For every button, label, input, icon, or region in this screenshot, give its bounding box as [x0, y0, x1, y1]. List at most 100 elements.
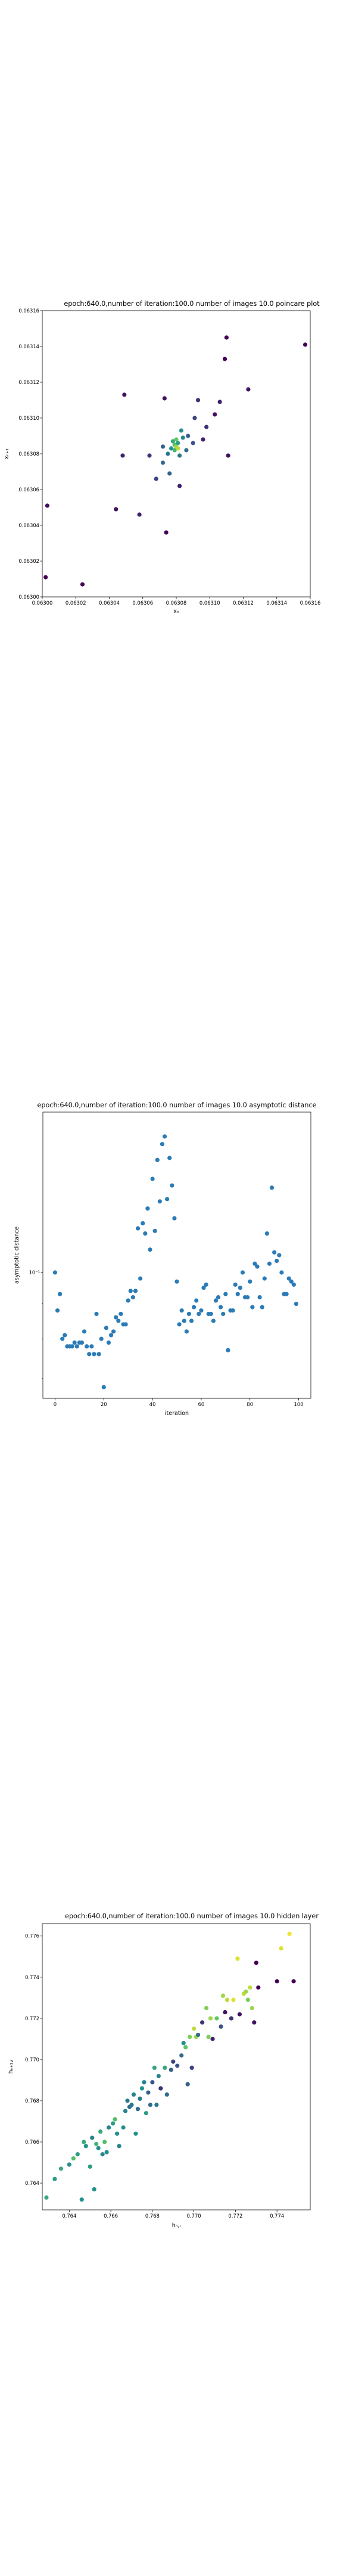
poincare-point: [45, 503, 50, 508]
asymptotic-x-tick-label: 100: [294, 1401, 304, 1407]
hidden-layer-x-tick-label: 0.768: [145, 2213, 160, 2219]
hidden-layer-x-tick-label: 0.772: [228, 2213, 242, 2219]
poincare-point: [160, 460, 166, 465]
hidden-layer-point: [44, 2195, 49, 2200]
hidden-layer-point: [139, 2086, 145, 2091]
asymptotic-point: [74, 1344, 79, 1349]
poincare-chart: epoch:640.0,number of iteration:100.0 nu…: [4, 300, 320, 615]
asymptotic-point: [201, 1285, 206, 1290]
asymptotic-point: [94, 1311, 99, 1317]
hidden-layer-point: [117, 2144, 121, 2148]
hidden-layer-y-tick-label: 0.768: [25, 2098, 39, 2104]
poincare-point: [195, 398, 201, 402]
asymptotic-point: [250, 1305, 255, 1309]
asymptotic-point: [108, 1333, 114, 1337]
hidden-layer-point: [200, 2020, 205, 2025]
poincare-point: [201, 437, 205, 442]
hidden-layer-point: [92, 2187, 96, 2192]
hidden-layer-x-tick-label: 0.774: [270, 2213, 284, 2219]
hidden-layer-point: [125, 2098, 130, 2103]
asymptotic-x-tick-label: 60: [198, 1401, 205, 1407]
asymptotic-point: [182, 1318, 186, 1323]
poincare-point: [303, 342, 308, 347]
asymptotic-point: [160, 1142, 165, 1147]
hidden-layer-point: [189, 2066, 194, 2070]
hidden-layer-point: [219, 2024, 223, 2029]
poincare-point: [162, 396, 167, 401]
hidden-layer-y-label: hₙ₊₁,ᵢ: [8, 2060, 14, 2074]
asymptotic-point: [221, 1311, 226, 1317]
hidden-layer-point: [156, 2073, 161, 2079]
asymptotic-point: [138, 1276, 143, 1281]
hidden-layer-point: [100, 2152, 105, 2157]
asymptotic-x-ticks: 0 20 40 60 80 100: [54, 1398, 304, 1407]
hidden-layer-x-tick-label: 0.764: [62, 2213, 76, 2219]
asymptotic-point: [148, 1247, 152, 1252]
hidden-layer-y-tick-label: 0.776: [25, 1933, 39, 1939]
poincare-x-tick-label: 0.06316: [300, 600, 321, 606]
hidden-layer-x-label: hₙ,ᵢ: [172, 2222, 181, 2229]
asymptotic-point: [284, 1292, 289, 1296]
hidden-layer-point: [163, 2066, 167, 2070]
poincare-point: [147, 453, 152, 458]
asymptotic-point: [116, 1318, 121, 1323]
hidden-layer-point: [71, 2156, 76, 2161]
hidden-layer-title: epoch:640.0,number of iteration:100.0 nu…: [65, 1912, 319, 1920]
asymptotic-y-ticks: 10⁻¹: [29, 1270, 43, 1379]
hidden-layer-point: [183, 2045, 188, 2049]
asymptotic-axes-frame: [42, 1111, 311, 1399]
asymptotic-point: [111, 1329, 116, 1334]
asymptotic-point: [211, 1318, 216, 1323]
hidden-layer-point: [248, 1985, 252, 1990]
asymptotic-point: [262, 1276, 267, 1281]
hidden-layer-point: [133, 2131, 138, 2136]
hidden-layer-point: [111, 2121, 116, 2126]
hidden-layer-point: [154, 2103, 159, 2107]
hidden-layer-point: [275, 1979, 279, 1984]
hidden-layer-point: [121, 2125, 126, 2130]
asymptotic-point: [99, 1336, 104, 1341]
asymptotic-point: [126, 1298, 130, 1303]
poincare-point: [213, 412, 217, 417]
asymptotic-x-tick-label: 0: [54, 1401, 57, 1407]
asymptotic-point: [130, 1295, 135, 1300]
poincare-point: [191, 441, 195, 445]
asymptotic-point: [52, 1270, 58, 1275]
hidden-layer-point: [250, 2005, 254, 2011]
asymptotic-point: [189, 1318, 194, 1323]
hidden-layer-y-tick-label: 0.764: [25, 2180, 39, 2186]
asymptotic-point: [286, 1276, 291, 1281]
asymptotic-point: [119, 1311, 123, 1317]
hidden-layer-point: [171, 2059, 176, 2064]
hidden-layer-point: [185, 2082, 190, 2086]
hidden-layer-point: [79, 2197, 84, 2202]
poincare-point: [166, 451, 170, 456]
poincare-y-tick-label: 0.06302: [18, 558, 39, 564]
poincare-point: [184, 448, 189, 453]
poincare-point: [164, 530, 169, 535]
asymptotic-point: [177, 1322, 182, 1327]
hidden-layer-point: [142, 2080, 146, 2085]
hidden-layer-y-tick-label: 0.766: [25, 2139, 39, 2145]
asymptotic-point: [226, 1348, 230, 1352]
poincare-point: [114, 507, 119, 512]
asymptotic-point: [269, 1185, 275, 1190]
hidden-layer-point: [254, 1961, 258, 1965]
asymptotic-point: [194, 1298, 199, 1303]
poincare-point: [176, 441, 180, 445]
asymptotic-point: [294, 1301, 299, 1306]
asymptotic-point: [150, 1176, 155, 1181]
hidden-layer-y-tick-label: 0.772: [25, 2015, 39, 2021]
hidden-layer-point: [114, 2131, 120, 2136]
poincare-y-tick-label: 0.06316: [18, 308, 39, 314]
poincare-x-tick-label: 0.06308: [166, 600, 187, 606]
hidden-layer-point: [94, 2141, 99, 2147]
asymptotic-point: [277, 1253, 282, 1258]
hidden-layer-point: [135, 2107, 141, 2111]
asymptotic-point: [240, 1270, 245, 1275]
hidden-layer-point: [82, 2140, 86, 2144]
hidden-layer-point: [96, 2145, 101, 2151]
asymptotic-point: [89, 1344, 94, 1349]
hidden-layer-point: [138, 2096, 142, 2101]
poincare-point: [160, 444, 166, 449]
